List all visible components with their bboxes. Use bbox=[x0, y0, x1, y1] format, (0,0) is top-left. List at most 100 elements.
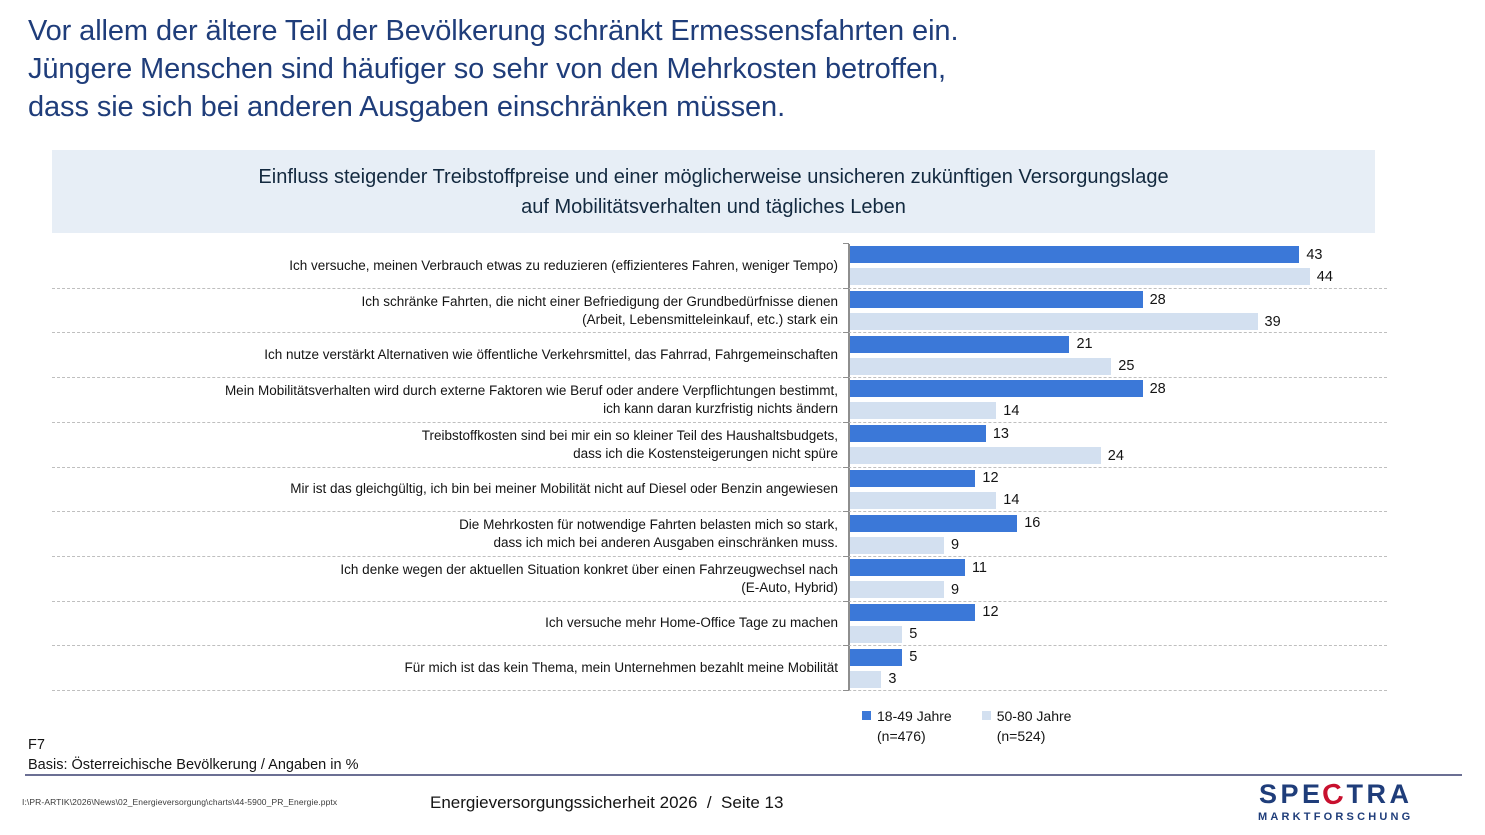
bar-line: 11 bbox=[850, 559, 1387, 577]
bar-group: 11 9 bbox=[843, 555, 1387, 601]
bar-line: 25 bbox=[850, 357, 1387, 375]
spectra-logo-part1: SPE bbox=[1258, 779, 1324, 809]
bar-line: 14 bbox=[850, 491, 1387, 509]
bar-group: 21 25 bbox=[843, 332, 1387, 378]
bar-18-49[interactable] bbox=[850, 425, 986, 443]
bar-value-label: 14 bbox=[1003, 402, 1020, 419]
bar-group: 43 44 bbox=[843, 243, 1387, 288]
category-label: Ich denke wegen der aktuellen Situation … bbox=[340, 561, 838, 595]
bar-value-label: 11 bbox=[971, 559, 987, 576]
chart-legend: 18-49 Jahre (n=476) 50-80 Jahre (n=524) bbox=[862, 706, 1071, 746]
category-label: Ich versuche, meinen Verbrauch etwas zu … bbox=[289, 257, 838, 273]
bar-50-80[interactable] bbox=[850, 491, 997, 509]
chart-row: Ich versuche mehr Home-Office Tage zu ma… bbox=[52, 600, 1387, 647]
bar-value-label: 12 bbox=[982, 604, 999, 621]
bar-50-80[interactable] bbox=[850, 447, 1101, 465]
bar-line: 44 bbox=[850, 268, 1387, 286]
bar-18-49[interactable] bbox=[850, 335, 1070, 353]
bar-group: 16 9 bbox=[843, 511, 1387, 556]
bar-18-49[interactable] bbox=[850, 246, 1300, 264]
bar-group: 12 14 bbox=[843, 466, 1387, 512]
bar-18-49[interactable] bbox=[850, 380, 1143, 398]
chart-row: Mein Mobilitätsverhalten wird durch exte… bbox=[52, 377, 1387, 423]
bar-line: 3 bbox=[850, 670, 1387, 688]
bar-50-80[interactable] bbox=[850, 625, 903, 643]
category-label: Für mich ist das kein Thema, mein Untern… bbox=[404, 660, 838, 676]
bar-value-label: 44 bbox=[1316, 268, 1333, 285]
category-label: Ich versuche mehr Home-Office Tage zu ma… bbox=[545, 615, 838, 631]
bar-18-49[interactable] bbox=[850, 603, 976, 621]
bar-line: 28 bbox=[850, 291, 1387, 309]
bar-value-label: 28 bbox=[1149, 291, 1166, 308]
legend-swatch-young-icon bbox=[862, 711, 871, 720]
bar-50-80[interactable] bbox=[850, 670, 882, 688]
bar-chart: Ich versuche, meinen Verbrauch etwas zu … bbox=[52, 243, 1387, 692]
bar-18-49[interactable] bbox=[850, 514, 1018, 532]
spectra-logo: SPECTRA MARKTFORSCHUNG bbox=[1258, 776, 1413, 825]
footer-divider bbox=[25, 774, 1462, 776]
bar-line: 21 bbox=[850, 335, 1387, 353]
bar-value-label: 39 bbox=[1264, 313, 1281, 330]
bar-line: 24 bbox=[850, 447, 1387, 465]
bar-50-80[interactable] bbox=[850, 402, 997, 420]
bar-value-label: 9 bbox=[951, 537, 960, 554]
chart-rows: Ich versuche, meinen Verbrauch etwas zu … bbox=[52, 243, 1387, 692]
bar-line: 12 bbox=[850, 469, 1387, 487]
bar-18-49[interactable] bbox=[850, 559, 965, 577]
bar-line: 39 bbox=[850, 313, 1387, 331]
bar-line: 5 bbox=[850, 625, 1387, 643]
bar-line: 16 bbox=[850, 514, 1387, 532]
bar-50-80[interactable] bbox=[850, 313, 1258, 331]
source-file-path: I:\PR-ARTIK\2026\News\02_Energieversorgu… bbox=[22, 797, 338, 807]
spectra-logo-part2: TRA bbox=[1346, 779, 1413, 809]
category-label: Treibstoffkosten sind bei mir ein so kle… bbox=[421, 427, 838, 461]
bar-value-label: 12 bbox=[982, 470, 999, 487]
bar-18-49[interactable] bbox=[850, 648, 903, 666]
chart-subtitle-text: Einfluss steigender Treibstoffpreise und… bbox=[258, 165, 1169, 218]
chart-row: Ich versuche, meinen Verbrauch etwas zu … bbox=[52, 243, 1387, 289]
legend-item-old[interactable]: 50-80 Jahre (n=524) bbox=[981, 706, 1071, 746]
category-label: Mein Mobilitätsverhalten wird durch exte… bbox=[224, 382, 838, 416]
bar-value-label: 28 bbox=[1149, 380, 1166, 397]
bar-group: 13 24 bbox=[843, 421, 1387, 467]
basis-note: F7 Basis: Österreichische Bevölkerung / … bbox=[28, 737, 359, 773]
page-title: Vor allem der ältere Teil der Bevölkerun… bbox=[28, 15, 959, 123]
bar-50-80[interactable] bbox=[850, 357, 1112, 375]
category-label: Die Mehrkosten für notwendige Fahrten be… bbox=[459, 517, 838, 551]
bar-value-label: 9 bbox=[951, 581, 960, 598]
bar-group: 28 14 bbox=[843, 377, 1387, 422]
bar-value-label: 43 bbox=[1306, 246, 1323, 263]
chart-row: Die Mehrkosten für notwendige Fahrten be… bbox=[52, 511, 1387, 557]
chart-row: Treibstoffkosten sind bei mir ein so kle… bbox=[52, 421, 1387, 468]
bar-value-label: 25 bbox=[1118, 358, 1135, 375]
bar-value-label: 16 bbox=[1024, 515, 1041, 532]
legend-item-young[interactable]: 18-49 Jahre (n=476) bbox=[862, 706, 952, 746]
bar-50-80[interactable] bbox=[850, 268, 1310, 286]
chart-row: Für mich ist das kein Thema, mein Untern… bbox=[52, 645, 1387, 692]
bar-line: 5 bbox=[850, 648, 1387, 666]
category-label: Ich nutze verstärkt Alternativen wie öff… bbox=[264, 347, 838, 363]
category-label: Ich schränke Fahrten, die nicht einer Be… bbox=[361, 293, 838, 327]
bar-50-80[interactable] bbox=[850, 536, 945, 554]
bar-value-label: 24 bbox=[1107, 447, 1124, 464]
bar-value-label: 3 bbox=[888, 671, 897, 688]
bar-line: 13 bbox=[850, 425, 1387, 443]
bar-line: 14 bbox=[850, 402, 1387, 420]
spectra-logo-wordmark: SPECTRA bbox=[1258, 776, 1413, 812]
chart-row: Ich nutze verstärkt Alternativen wie öff… bbox=[52, 332, 1387, 379]
legend-swatch-old-icon bbox=[981, 711, 991, 720]
bar-line: 12 bbox=[850, 603, 1387, 621]
bar-line: 9 bbox=[850, 536, 1387, 554]
category-label: Mir ist das gleichgültig, ich bin bei me… bbox=[290, 481, 838, 497]
bar-18-49[interactable] bbox=[850, 469, 976, 487]
bar-line: 43 bbox=[850, 246, 1387, 264]
chart-subtitle-banner: Einfluss steigender Treibstoffpreise und… bbox=[52, 150, 1375, 233]
bar-value-label: 13 bbox=[992, 425, 1009, 442]
bar-50-80[interactable] bbox=[850, 581, 945, 599]
bar-value-label: 5 bbox=[909, 626, 918, 643]
bar-18-49[interactable] bbox=[850, 291, 1143, 309]
bar-value-label: 5 bbox=[909, 649, 918, 666]
footer-study-and-page: Energieversorgungssicherheit 2026 / Seit… bbox=[430, 793, 784, 812]
chart-row: Ich schränke Fahrten, die nicht einer Be… bbox=[52, 287, 1387, 334]
